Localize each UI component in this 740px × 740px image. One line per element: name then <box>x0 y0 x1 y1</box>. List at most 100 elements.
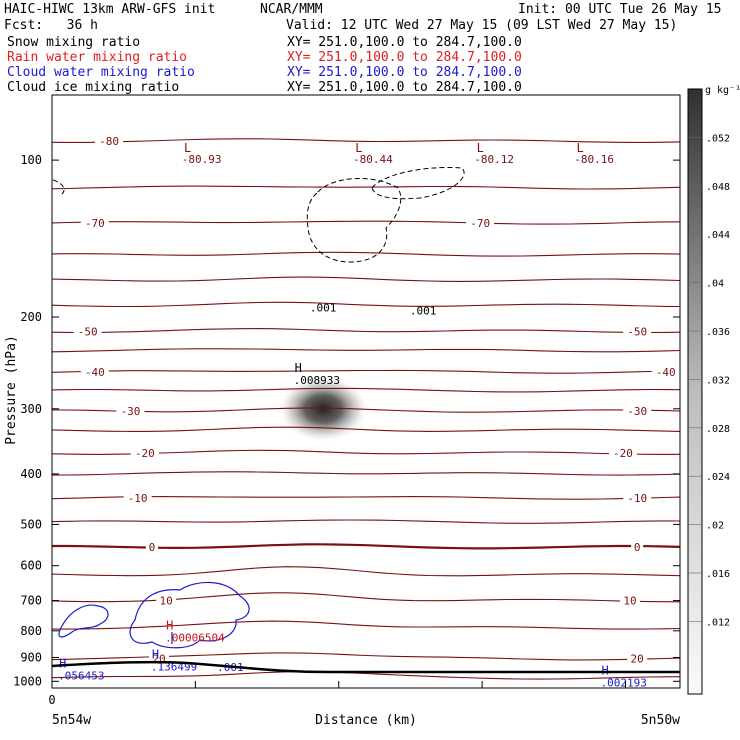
isotherm-label-bg <box>631 540 644 554</box>
x-axis-label: Distance (km) <box>315 713 417 728</box>
minimum-value: -80.12 <box>474 153 514 166</box>
isotherm--60 <box>52 276 680 282</box>
field-rain-xy: XY= 251.0,100.0 to 284.7,100.0 <box>287 50 522 65</box>
maximum-value: .00006504 <box>165 631 225 644</box>
isotherm-label-bg <box>623 404 652 418</box>
isotherm-25 <box>52 671 680 680</box>
y-tick-label: 1000 <box>13 674 42 688</box>
cloud-ice-contour-edge <box>52 179 65 195</box>
minimum-marker: L <box>184 141 191 155</box>
maximum-value: .002193 <box>601 676 647 689</box>
y-tick-label: 700 <box>20 594 42 608</box>
colorbar-tick-label: .052 <box>706 133 730 144</box>
isotherm-label-bg <box>608 446 637 460</box>
isotherm--80 <box>52 138 680 143</box>
isotherm-label: -10 <box>128 492 148 505</box>
plot-frame <box>51 94 681 689</box>
isotherm-label-bg <box>156 593 177 607</box>
contour-label: .001 <box>410 305 437 318</box>
minimum-value: -80.16 <box>574 153 614 166</box>
x-tick-label: 0 <box>48 693 55 707</box>
cloud-water-contour-left <box>58 604 109 638</box>
valid-time: Valid: 12 UTC Wed 27 May 15 (09 LST Wed … <box>286 18 678 33</box>
isotherm--5 <box>52 519 680 524</box>
isotherm--40 <box>52 369 680 374</box>
isotherm--35 <box>52 387 680 393</box>
field-cloud-ice-xy: XY= 251.0,100.0 to 284.7,100.0 <box>287 80 522 95</box>
isotherm--25 <box>52 426 680 432</box>
isotherm-label: 10 <box>623 595 636 608</box>
model-title: HAIC-HIWC 13km ARW-GFS init <box>4 2 216 17</box>
maximum-marker: H <box>295 361 302 375</box>
isotherm-label-bg <box>123 491 152 505</box>
isotherm-label-bg <box>80 365 109 379</box>
y-tick-label: 100 <box>20 153 42 167</box>
isotherm-label: -50 <box>78 325 98 338</box>
isotherm-label: 0 <box>634 541 641 554</box>
isotherm-label: -80 <box>99 135 119 148</box>
isotherm--30 <box>52 407 680 413</box>
isotherm-label: -40 <box>85 366 105 379</box>
colorbar-tick-label: .036 <box>706 327 730 338</box>
y-axis-label: Pressure (hPa) <box>4 335 19 445</box>
isotherm--70 <box>52 220 680 225</box>
isotherm-label-bg <box>651 365 680 379</box>
isotherm-label-bg <box>627 651 648 665</box>
isotherm-label-bg <box>80 215 109 229</box>
colorbar-tick-label: .024 <box>706 472 730 483</box>
minimum-marker: L <box>355 141 362 155</box>
colorbar-tick-label: .016 <box>706 569 730 580</box>
field-snow-xy: XY= 251.0,100.0 to 284.7,100.0 <box>287 35 522 50</box>
maximum-value: .056453 <box>58 669 104 682</box>
colorbar <box>687 88 703 695</box>
x-left-endpoint: 5n54w <box>52 713 91 728</box>
field-snow-name: Snow mixing ratio <box>7 35 141 50</box>
isotherm-label: -20 <box>135 447 155 460</box>
isotherm--75 <box>52 185 680 190</box>
minimum-marker: L <box>576 141 583 155</box>
isotherm--15 <box>52 471 680 476</box>
y-tick-label: 300 <box>20 402 42 416</box>
isotherm-label-bg <box>73 324 102 338</box>
isotherm-label: 0 <box>149 541 156 554</box>
cloud-ice-contour <box>306 177 402 263</box>
colorbar-tick-label: .048 <box>706 182 730 193</box>
isotherm-20 <box>52 652 680 661</box>
y-tick-label: 900 <box>20 650 42 664</box>
y-tick-label: 600 <box>20 559 42 573</box>
isotherm-label: 20 <box>631 653 644 666</box>
field-cloud-water-name: Cloud water mixing ratio <box>7 65 195 80</box>
isotherm-label-bg <box>130 446 159 460</box>
isotherm-label: -30 <box>121 405 141 418</box>
colorbar-tick-label: .032 <box>706 375 730 386</box>
snow-maximum-shading <box>277 374 370 443</box>
maximum-marker: H <box>602 663 609 677</box>
colorbar-tick-label: .044 <box>706 230 730 241</box>
forecast-hour: Fcst: 36 h <box>4 18 98 33</box>
minimum-value: -80.93 <box>182 153 222 166</box>
isotherm-label-bg <box>623 324 652 338</box>
isotherm-label: 10 <box>160 595 173 608</box>
isotherm-label-bg <box>466 215 495 229</box>
isotherm--65 <box>52 251 680 257</box>
y-tick-label: 500 <box>20 517 42 531</box>
isotherm-label: -10 <box>627 492 647 505</box>
isotherm-label-bg <box>145 540 158 554</box>
isotherm-label: -30 <box>627 405 647 418</box>
isotherm-label-bg <box>116 404 145 418</box>
y-tick-label: 200 <box>20 310 42 324</box>
isotherm-label: -50 <box>627 325 647 338</box>
isotherm-15 <box>52 620 680 630</box>
isotherm-label-bg <box>623 491 652 505</box>
isotherm-label: -20 <box>613 447 633 460</box>
isotherm-10 <box>52 592 680 603</box>
cloud-ice-contour-upper <box>371 167 465 200</box>
colorbar-tick-label: .028 <box>706 424 730 435</box>
maximum-marker: H <box>152 648 159 662</box>
x-right-endpoint: 5n50w <box>641 713 680 728</box>
maximum-marker: H <box>166 618 173 632</box>
colorbar-tick-label: .04 <box>706 279 724 290</box>
isotherm--45 <box>52 348 680 353</box>
colorbar-tick-label: .02 <box>706 521 724 532</box>
